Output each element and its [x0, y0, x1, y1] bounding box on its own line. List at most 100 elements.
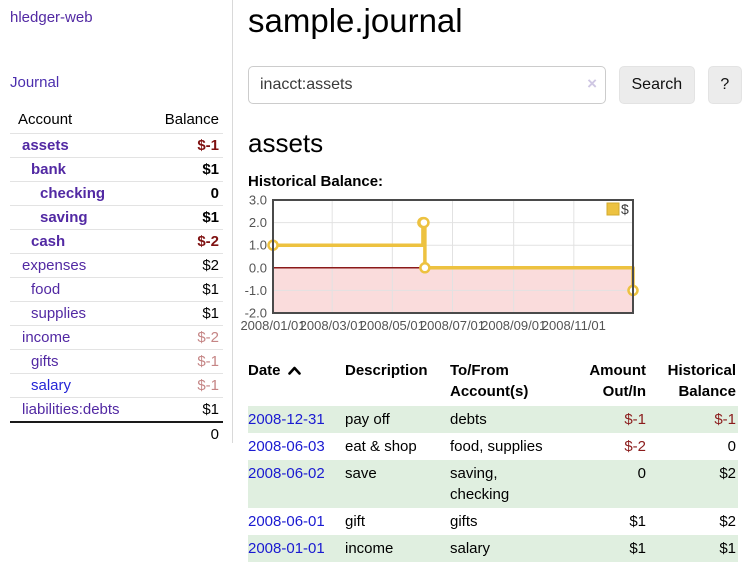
account-row: checking 0 — [10, 181, 223, 206]
txn-date-link[interactable]: 2008-01-01 — [248, 540, 325, 557]
txn-date-link[interactable]: 2008-06-01 — [248, 513, 325, 530]
txn-description: income — [345, 540, 394, 557]
account-link[interactable]: supplies — [31, 305, 87, 322]
account-link[interactable]: income — [22, 329, 71, 346]
txn-amount: 0 — [637, 465, 646, 482]
col-date[interactable]: Date — [248, 358, 345, 406]
account-balance: $1 — [202, 305, 219, 322]
y-tick-label: -2.0 — [245, 306, 267, 321]
txn-date: 2008-12-31 — [248, 406, 345, 433]
txn-accounts: salary — [450, 540, 491, 557]
accounts-total-row: 0 — [10, 421, 223, 446]
account-link[interactable]: food — [31, 281, 61, 298]
account-link[interactable]: saving — [40, 209, 88, 226]
legend-label: $ — [621, 201, 629, 217]
search-input[interactable] — [248, 66, 607, 104]
account-balance: 0 — [210, 185, 219, 202]
account-link[interactable]: checking — [40, 185, 106, 202]
plot-border — [272, 199, 634, 314]
x-tick-label: 2008/07/01 — [420, 318, 485, 333]
txn-description: save — [345, 465, 377, 482]
app-brand-link[interactable]: hledger-web — [10, 9, 93, 26]
txn-balance: 0 — [727, 438, 736, 455]
help-button[interactable]: ? — [707, 66, 742, 104]
account-link[interactable]: assets — [22, 137, 69, 154]
accounts-total: 0 — [142, 421, 223, 446]
txn-amount: $1 — [629, 540, 646, 557]
txn-description: pay off — [345, 411, 390, 428]
y-tick-label: 0.0 — [249, 260, 267, 275]
txn-date-link[interactable]: 2008-06-02 — [248, 465, 325, 482]
y-tick-label: 2.0 — [249, 215, 267, 230]
y-tick-label: 3.0 — [249, 193, 267, 208]
account-balance: $-1 — [197, 353, 219, 370]
account-link[interactable]: liabilities:debts — [22, 401, 120, 418]
txn-description: eat & shop — [345, 438, 417, 455]
txn-amount: $1 — [629, 513, 646, 530]
account-balance: $1 — [202, 209, 219, 226]
txn-balance: $1 — [719, 540, 736, 557]
account-balance: $-1 — [197, 377, 219, 394]
col-accounts: To/From Account(s) — [450, 362, 529, 400]
col-description: Description — [345, 362, 428, 379]
txn-accounts: gifts — [450, 513, 478, 530]
txn-accounts: food, supplies — [450, 438, 543, 455]
account-row: expenses $2 — [10, 253, 223, 278]
account-row: cash $-2 — [10, 229, 223, 254]
x-tick-label: 2008/09/01 — [481, 318, 546, 333]
account-link[interactable]: gifts — [31, 353, 59, 370]
account-balance: $-2 — [197, 233, 219, 250]
account-heading: assets — [248, 128, 324, 158]
txn-amount: $-2 — [624, 438, 646, 455]
account-balance: $-1 — [197, 137, 219, 154]
account-balance: $1 — [202, 281, 219, 298]
x-tick-label: 2008/01/01 — [240, 318, 305, 333]
account-link[interactable]: cash — [31, 233, 66, 250]
txn-balance: $-1 — [714, 411, 736, 428]
historical-balance-chart: 3.0 2.0 1.0 0.0 -1.0 -2.0 2008/01/01 2008/03/01… — [240, 193, 742, 343]
transaction-row: 2008-01-01 income salary $1 $1 — [248, 535, 738, 562]
account-balance: $1 — [202, 401, 219, 418]
account-row: gifts $-1 — [10, 349, 223, 374]
search-form: × Search ? — [248, 66, 742, 104]
txn-balance: $2 — [719, 513, 736, 530]
chart-label: Historical Balance: — [248, 173, 384, 190]
data-point — [419, 262, 431, 274]
txn-balance: $2 — [719, 465, 736, 482]
account-row: assets $-1 — [10, 133, 223, 158]
account-row: liabilities:debts $1 — [10, 397, 223, 423]
account-link[interactable]: bank — [31, 161, 67, 178]
transaction-row: 2008-06-01 gift gifts $1 $2 — [248, 508, 738, 535]
txn-accounts: debts — [450, 411, 487, 428]
accounts-col-balance: Balance — [164, 111, 219, 128]
x-tick-label: 2008/05/01 — [360, 318, 425, 333]
y-tick-label: 1.0 — [249, 238, 267, 253]
clear-search-icon[interactable]: × — [587, 74, 598, 93]
y-tick-label: -1.0 — [245, 283, 267, 298]
x-tick-label: 2008/03/01 — [300, 318, 365, 333]
chevron-up-icon — [287, 360, 301, 381]
transaction-row: 2008-06-03 eat & shop food, supplies $-2 0 — [248, 433, 738, 460]
account-balance: $1 — [202, 161, 219, 178]
transaction-row: 2008-06-02 save saving, checking 0 $2 — [248, 460, 738, 508]
txn-date: 2008-06-01 — [248, 508, 345, 535]
sidebar-item-journal[interactable]: Journal — [10, 74, 60, 91]
txn-date-link[interactable]: 2008-06-03 — [248, 438, 325, 455]
txn-date-link[interactable]: 2008-12-31 — [248, 411, 325, 428]
account-row: supplies $1 — [10, 301, 223, 326]
search-button[interactable]: Search — [619, 66, 695, 104]
legend-swatch — [606, 202, 620, 216]
col-balance: Historical Balance — [667, 362, 736, 400]
accounts-header-row: Account Balance — [10, 107, 223, 134]
account-row: food $1 — [10, 277, 223, 302]
account-balance: $-2 — [197, 329, 219, 346]
txn-date: 2008-06-02 — [248, 460, 345, 508]
x-tick-label: 2008/11/01 — [542, 318, 606, 333]
register-header-row: Date Description To/From Account(s) Amou… — [248, 358, 738, 406]
register-table: Date Description To/From Account(s) Amou… — [248, 358, 738, 562]
account-link[interactable]: expenses — [22, 257, 87, 274]
account-link[interactable]: salary — [31, 377, 72, 394]
txn-amount: $-1 — [624, 411, 646, 428]
sidebar: hledger-web Journal Account Balance asse… — [0, 0, 233, 446]
main-content: sample.journal × Search ? assets Histori… — [240, 0, 742, 562]
